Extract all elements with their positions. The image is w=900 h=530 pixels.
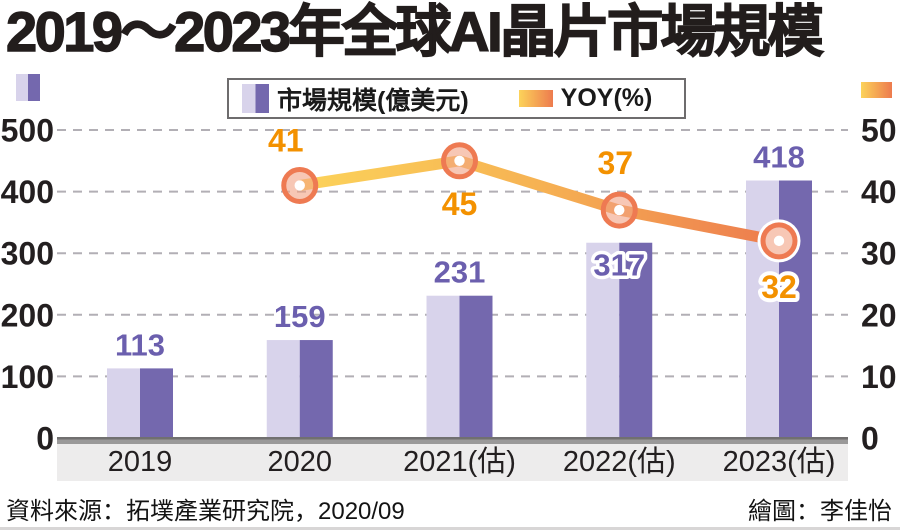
- page-title: 2019～2023年全球AI晶片市場規模: [5, 0, 824, 64]
- market-size-swatch-icon: [242, 84, 269, 113]
- bar-light-half: [107, 368, 140, 438]
- x-axis-label: 2020: [267, 446, 332, 478]
- x-axis-line-shade: [57, 439, 848, 444]
- left-axis-tick-label: 500: [1, 113, 54, 149]
- yoy-swatch-icon: [518, 90, 553, 107]
- legend: 市場規模(億美元) YOY(%): [227, 78, 686, 119]
- bar-dark-half: [299, 340, 333, 438]
- left-axis-tick-label: 300: [1, 236, 54, 272]
- yoy-mini-swatch: [861, 82, 892, 98]
- left-axis-tick-label: 400: [1, 174, 54, 210]
- x-axis-label: 2019: [108, 446, 173, 478]
- yoy-marker-dot: [614, 204, 625, 216]
- yoy-value-label: 41: [268, 122, 304, 158]
- bar-light-half: [746, 180, 779, 438]
- yoy-value-label: 45: [442, 186, 478, 222]
- x-axis-label: 2023(估): [723, 445, 836, 478]
- bar-dark-half: [779, 180, 812, 438]
- footer: 資料來源：拓墣產業研究院，2020/09 繪圖：李佳怡: [6, 491, 892, 526]
- bar-value-label: 418: [753, 140, 805, 175]
- bar-value-label: 231: [434, 255, 486, 290]
- yoy-value-label: 37: [597, 145, 633, 181]
- yoy-marker-dot: [773, 235, 785, 247]
- right-axis-tick-label: 50: [861, 113, 897, 149]
- x-axis-band: [57, 444, 848, 481]
- x-axis-line: [57, 437, 848, 440]
- bar-value-label: 113: [115, 327, 165, 362]
- bar-light-half: [586, 242, 620, 438]
- x-axis-label: 2021(估): [403, 445, 516, 478]
- bar-value-label: 317: [593, 248, 645, 283]
- left-axis-tick-label: 100: [1, 359, 54, 395]
- bar-dark-half: [619, 242, 653, 438]
- left-axis-tick-label: 0: [36, 421, 54, 457]
- right-axis-tick-label: 40: [861, 174, 897, 210]
- yoy-marker-dot: [294, 180, 305, 191]
- bar-value-label: 159: [274, 299, 326, 334]
- x-axis-label: 2022(估): [563, 445, 676, 478]
- yoy-value-label: 32: [761, 269, 797, 305]
- yoy-line: [298, 155, 781, 247]
- legend-market-label: 市場規模(億美元): [277, 86, 469, 115]
- yoy-marker-dot: [454, 155, 465, 166]
- right-axis-tick-label: 30: [861, 236, 897, 272]
- source-note: 資料來源：拓墣產業研究院，2020/09: [6, 498, 405, 525]
- right-axis-tick-label: 20: [861, 297, 897, 333]
- bar-light-half: [426, 295, 460, 438]
- right-axis-tick-label: 10: [861, 359, 897, 395]
- bar-light-half: [266, 340, 300, 438]
- bar-dark-half: [140, 368, 173, 438]
- bar-dark-half: [459, 295, 493, 438]
- left-axis-tick-label: 200: [1, 297, 54, 333]
- market-size-mini-swatch: [16, 74, 40, 101]
- credit-note: 繪圖：李佳怡: [748, 498, 892, 525]
- legend-yoy-label: YOY(%): [560, 84, 653, 112]
- right-axis-tick-label: 0: [861, 421, 879, 457]
